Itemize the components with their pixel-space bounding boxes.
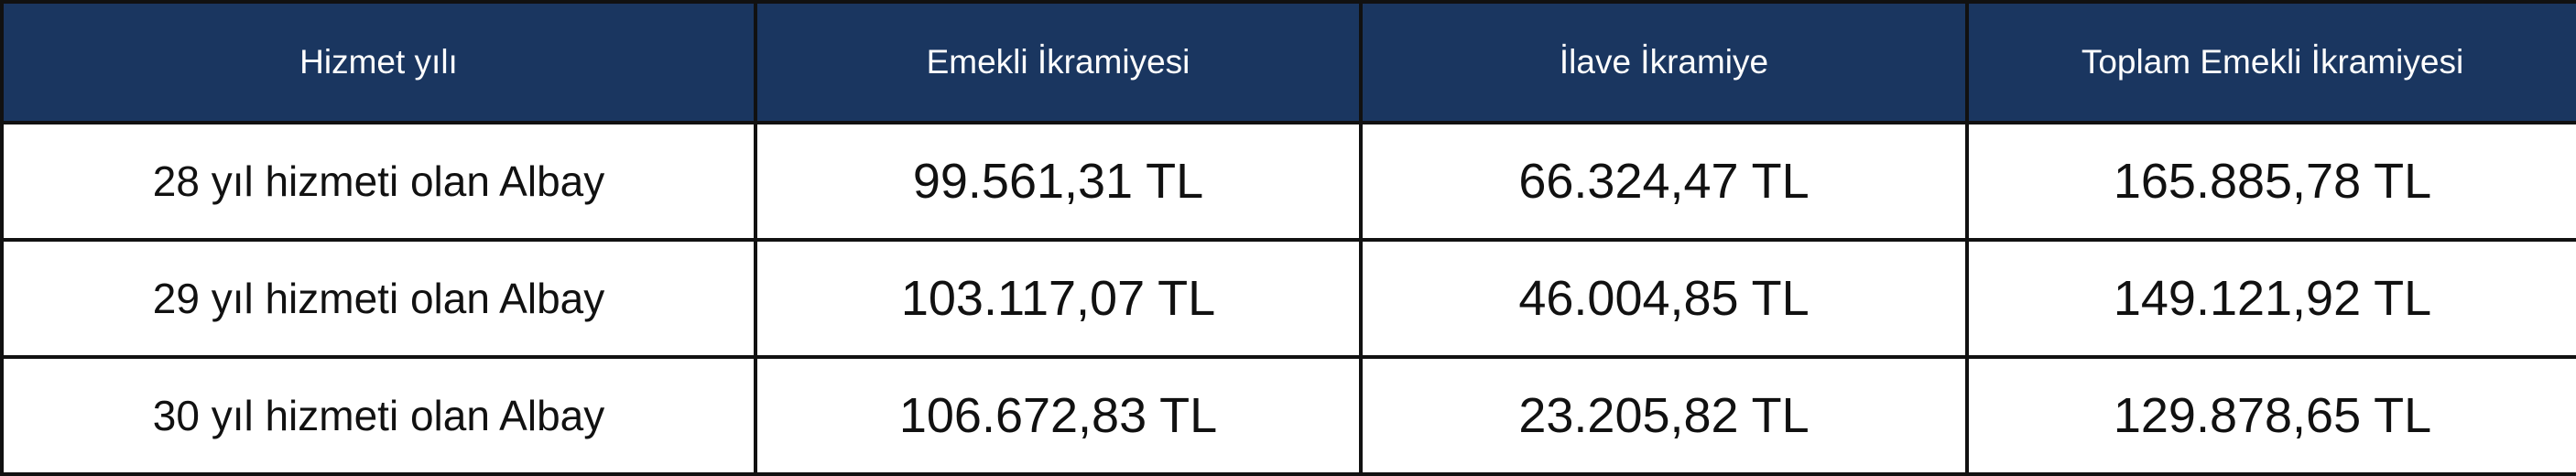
table-body: 28 yıl hizmeti olan Albay 99.561,31 TL 66.…: [0, 121, 2576, 476]
row-label: 30 yıl hizmeti olan Albay: [0, 355, 757, 476]
amount-cell: 149.121,92 TL: [1965, 238, 2576, 359]
amount-cell: 66.324,47 TL: [1359, 121, 1969, 242]
header-cell: Hizmet yılı: [0, 0, 757, 124]
amount-cell: 103.117,07 TL: [754, 238, 1363, 359]
row-label: 29 yıl hizmeti olan Albay: [0, 238, 757, 359]
header-cell: İlave İkramiye: [1359, 0, 1969, 124]
row-label: 28 yıl hizmeti olan Albay: [0, 121, 757, 242]
amount-cell: 23.205,82 TL: [1359, 355, 1969, 476]
table-row: 28 yıl hizmeti olan Albay 99.561,31 TL 66.…: [0, 121, 2576, 242]
header-cell: Emekli İkramiyesi: [754, 0, 1363, 124]
table-row: 29 yıl hizmeti olan Albay 103.117,07 TL 46…: [0, 238, 2576, 359]
table-row: 30 yıl hizmeti olan Albay 106.672,83 TL 23…: [0, 355, 2576, 476]
amount-cell: 129.878,65 TL: [1965, 355, 2576, 476]
amount-cell: 99.561,31 TL: [754, 121, 1363, 242]
amount-cell: 106.672,83 TL: [754, 355, 1363, 476]
amount-cell: 165.885,78 TL: [1965, 121, 2576, 242]
header-cell: Toplam Emekli İkramiyesi: [1965, 0, 2576, 124]
header-row: Hizmet yılı Emekli İkramiyesi İlave İkrami…: [0, 0, 2576, 124]
amount-cell: 46.004,85 TL: [1359, 238, 1969, 359]
